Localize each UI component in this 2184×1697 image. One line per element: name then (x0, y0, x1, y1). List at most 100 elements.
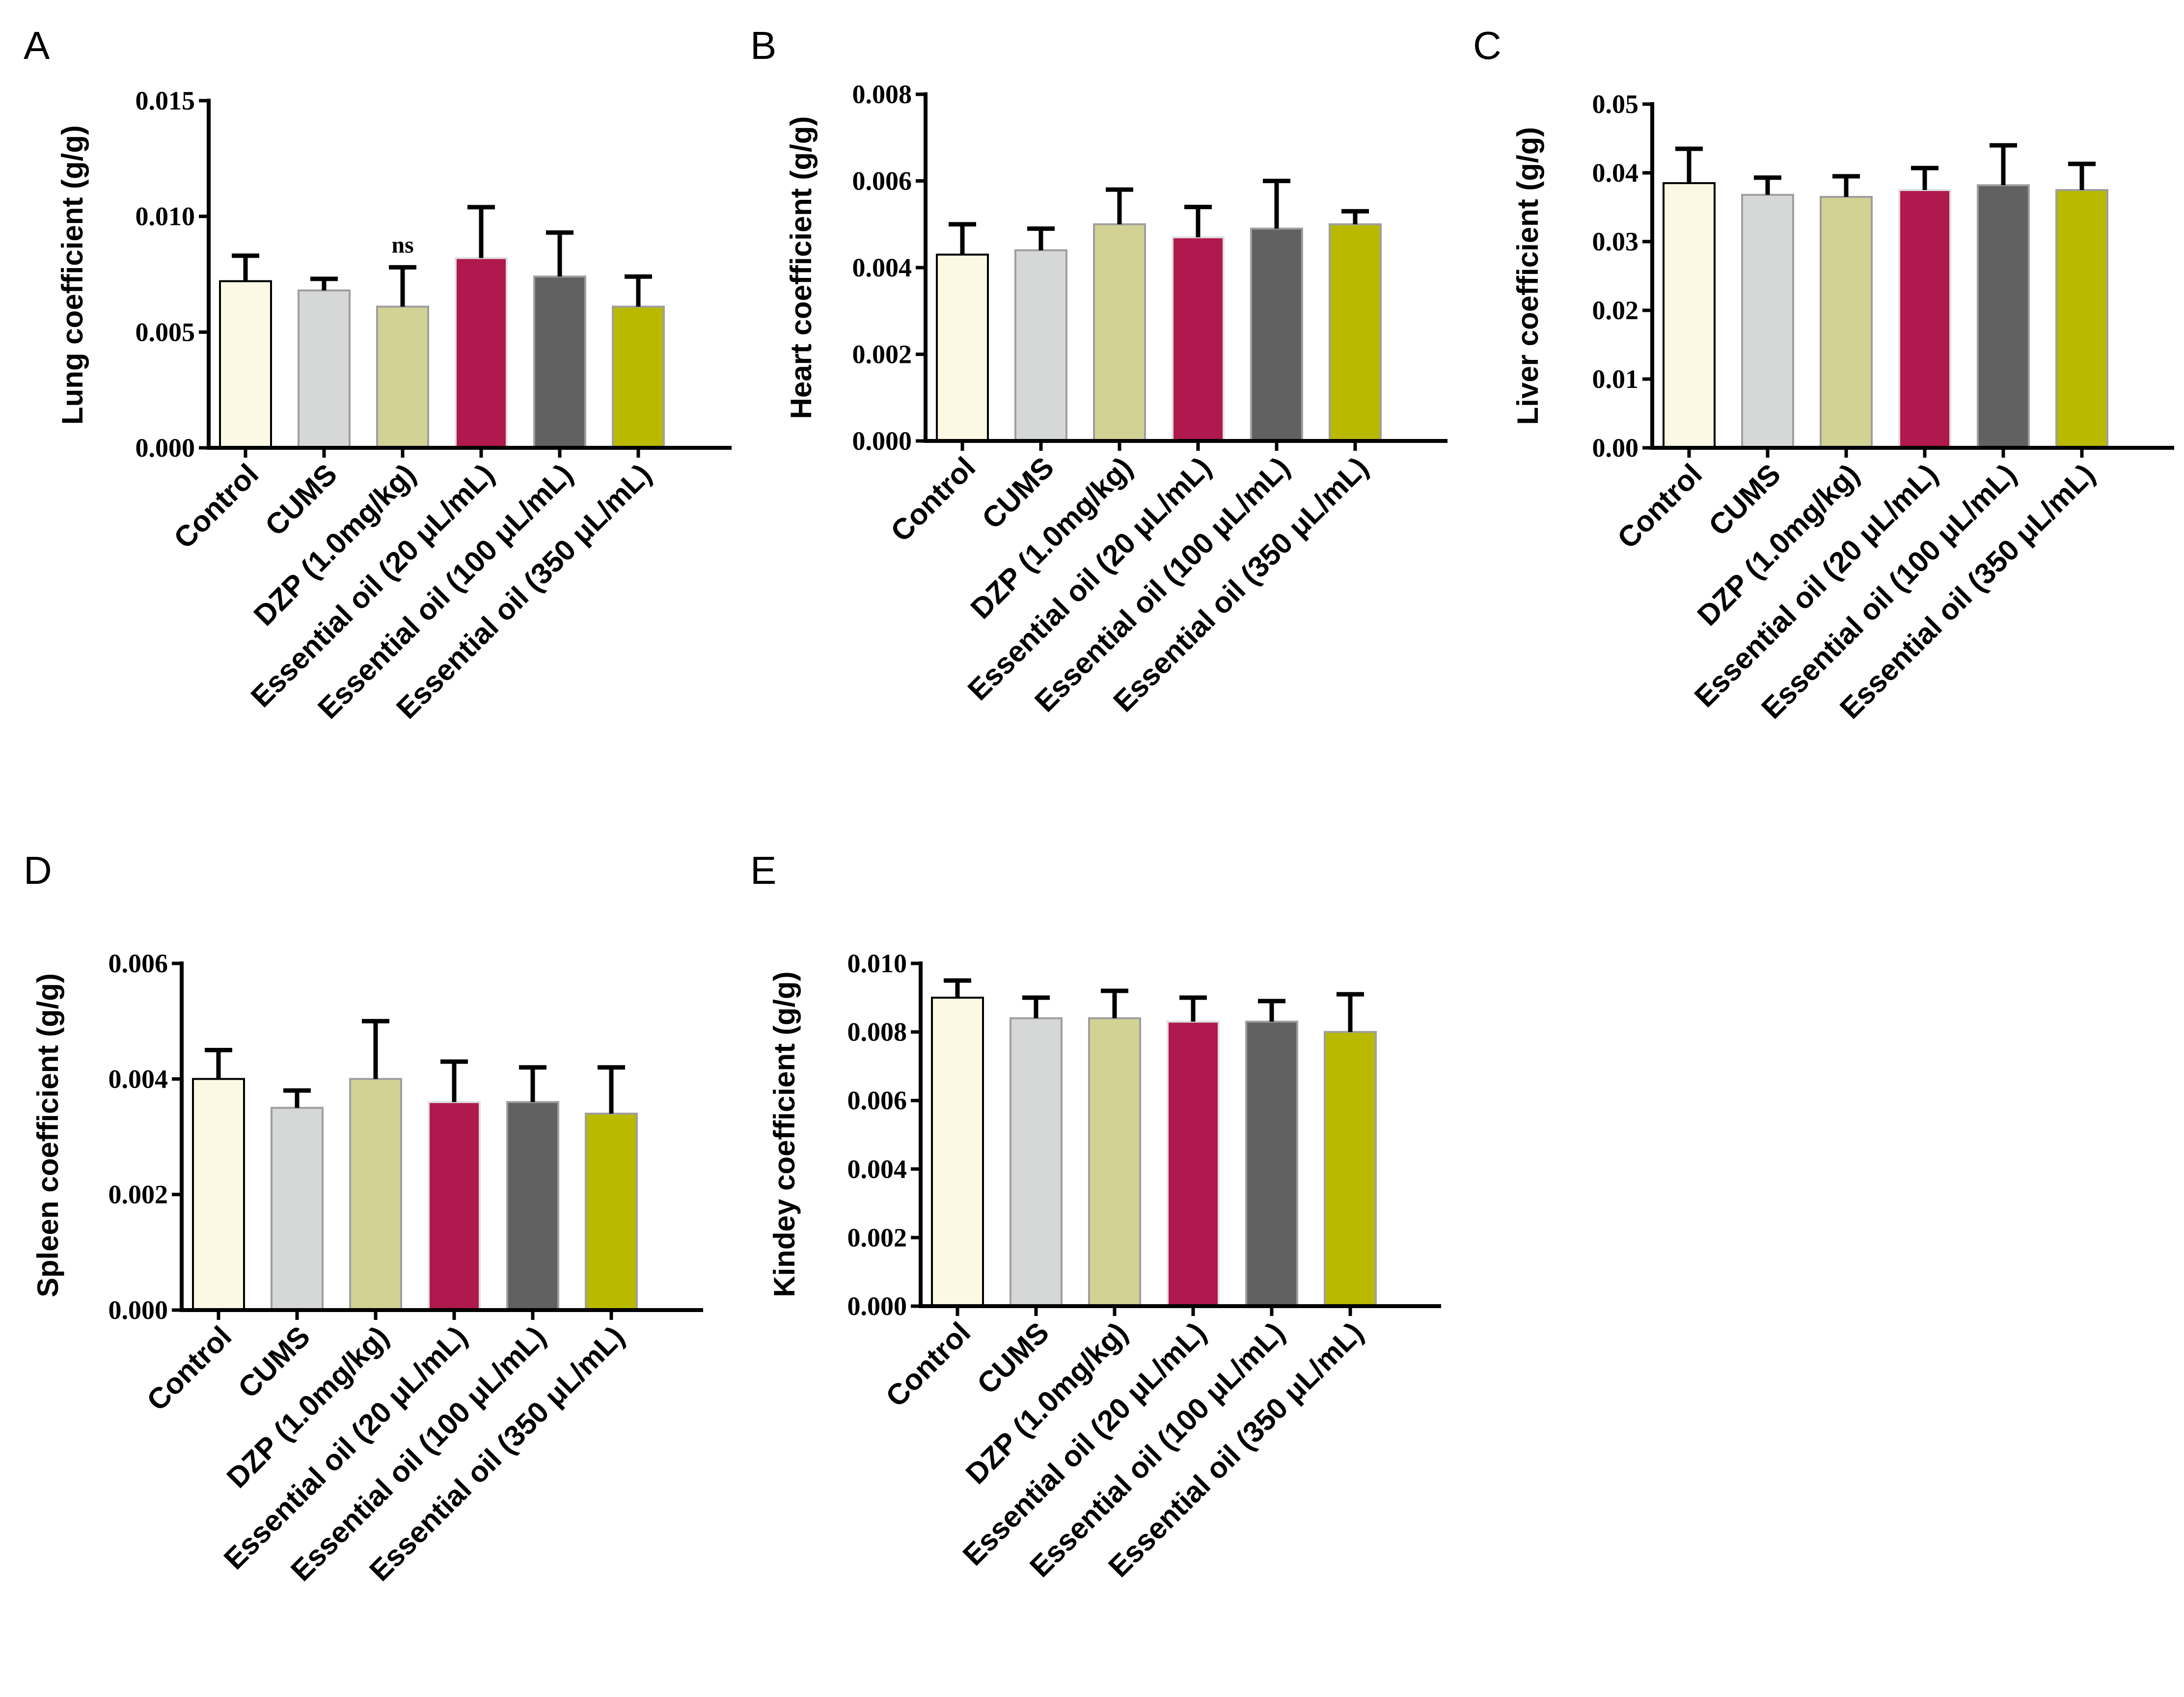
y-tick-label: 0.000 (847, 1291, 907, 1321)
y-tick-label: 0.03 (1592, 227, 1639, 256)
bar (1898, 189, 1951, 449)
y-tick-label: 0.008 (852, 80, 912, 109)
error-bar (1027, 226, 1055, 250)
y-axis-label: Kindey coefficient (g/g) (768, 971, 801, 1297)
x-tick-label: Control (140, 1320, 238, 1417)
bar (219, 280, 272, 449)
panel-letter: B (750, 24, 776, 67)
bar (192, 1078, 245, 1311)
bar (271, 1107, 324, 1312)
y-tick-label: 0.008 (847, 1017, 907, 1047)
bar (1324, 1031, 1377, 1308)
y-tick-label: 0.004 (847, 1154, 907, 1184)
panel-b: B Heart coefficient (g/g) 0.000 0.002 0.004 0… (750, 24, 1447, 718)
y-tick-label: 0.000 (136, 433, 195, 463)
significance-label: ns (391, 232, 413, 258)
y-tick-label: 0.000 (109, 1295, 168, 1325)
bar (936, 253, 989, 442)
y-tick-label: 0.002 (109, 1180, 168, 1209)
panel-e: E Kindey coefficient (g/g) 0.000 0.002 0.004… (750, 848, 1441, 1584)
bar (1977, 184, 2030, 449)
y-tick-label: 0.006 (852, 166, 912, 196)
y-tick-label: 0.000 (852, 426, 912, 456)
bar (1741, 193, 1794, 449)
error-bar (310, 276, 338, 291)
bar (1663, 182, 1716, 449)
bar (1014, 249, 1067, 442)
y-axis-label: Spleen coefficient (g/g) (31, 973, 64, 1297)
x-tick-label: Control (1611, 458, 1708, 555)
panel-d: D Spleen coefficient (g/g) 0.000 0.002 0.004… (24, 848, 703, 1588)
bar (612, 305, 665, 449)
error-bar (546, 230, 573, 277)
bar (1010, 1017, 1063, 1307)
error-bar (2068, 162, 2096, 190)
bar (1167, 1020, 1220, 1307)
error-bar (944, 978, 971, 998)
error-bar (1911, 165, 1938, 190)
y-tick-label: 0.00 (1592, 433, 1639, 463)
error-bar (1184, 204, 1212, 238)
y-tick-label: 0.04 (1592, 158, 1639, 188)
error-bar (1754, 175, 1781, 195)
error-bar (1022, 995, 1050, 1018)
bar (1093, 223, 1146, 442)
error-bar (598, 1065, 625, 1114)
y-tick-label: 0.005 (136, 317, 195, 347)
panel-c: C Liver coefficient (g/g) 0.00 0.01 0.02 0.03… (1473, 24, 2174, 725)
bar (1172, 236, 1225, 442)
y-axis-label: Heart coefficient (g/g) (785, 116, 818, 419)
y-tick-label: 0.05 (1592, 89, 1639, 119)
error-bar (1101, 988, 1128, 1018)
y-tick-label: 0.006 (847, 1086, 907, 1115)
y-tick-label: 0.015 (136, 86, 195, 115)
y-tick-label: 0.002 (847, 1223, 907, 1252)
error-bar (205, 1048, 232, 1079)
y-tick-label: 0.010 (136, 202, 195, 231)
bar (455, 257, 508, 449)
bar (1329, 223, 1382, 442)
y-tick-label: 0.004 (109, 1064, 168, 1094)
error-bar (1990, 143, 2017, 186)
x-tick-label: Control (167, 458, 265, 555)
panel-letter: A (24, 24, 50, 67)
bar (1250, 227, 1303, 442)
error-bar (1106, 187, 1133, 224)
x-tick-label: Control (879, 1316, 977, 1413)
panel-letter: E (750, 848, 776, 892)
y-tick-label: 0.004 (852, 253, 912, 282)
bar (931, 996, 984, 1308)
bar (1245, 1020, 1298, 1307)
y-tick-label: 0.006 (109, 949, 168, 978)
panel-letter: D (24, 848, 52, 892)
bar (533, 275, 586, 449)
error-bar (1179, 995, 1207, 1022)
panel-a: A Lung coefficient (g/g) ns 0.000 0.005 0.010… (24, 24, 732, 725)
error-bar (519, 1065, 546, 1102)
error-bar (1341, 209, 1369, 224)
y-tick-label: 0.01 (1592, 364, 1639, 394)
y-axis-label: Lung coefficient (g/g) (56, 125, 89, 425)
y-tick-label: 0.010 (847, 949, 907, 978)
error-bar (362, 1019, 389, 1079)
bar (349, 1078, 402, 1311)
bar (376, 305, 429, 449)
error-bar (949, 222, 976, 255)
y-axis-label: Liver coefficient (g/g) (1511, 127, 1544, 425)
bar (506, 1101, 559, 1311)
error-bar (440, 1059, 468, 1102)
error-bar (1258, 999, 1285, 1022)
error-bar (232, 253, 259, 281)
bar (585, 1112, 638, 1312)
error-bar (625, 274, 652, 307)
bar (298, 289, 351, 449)
bar (1088, 1017, 1141, 1307)
bar (2055, 189, 2108, 449)
error-bar (1832, 174, 1860, 197)
error-bar (1675, 146, 1703, 183)
error-bar (467, 205, 495, 258)
y-tick-label: 0.02 (1592, 296, 1639, 325)
bar (1820, 196, 1873, 449)
x-tick-label: Control (884, 451, 982, 548)
